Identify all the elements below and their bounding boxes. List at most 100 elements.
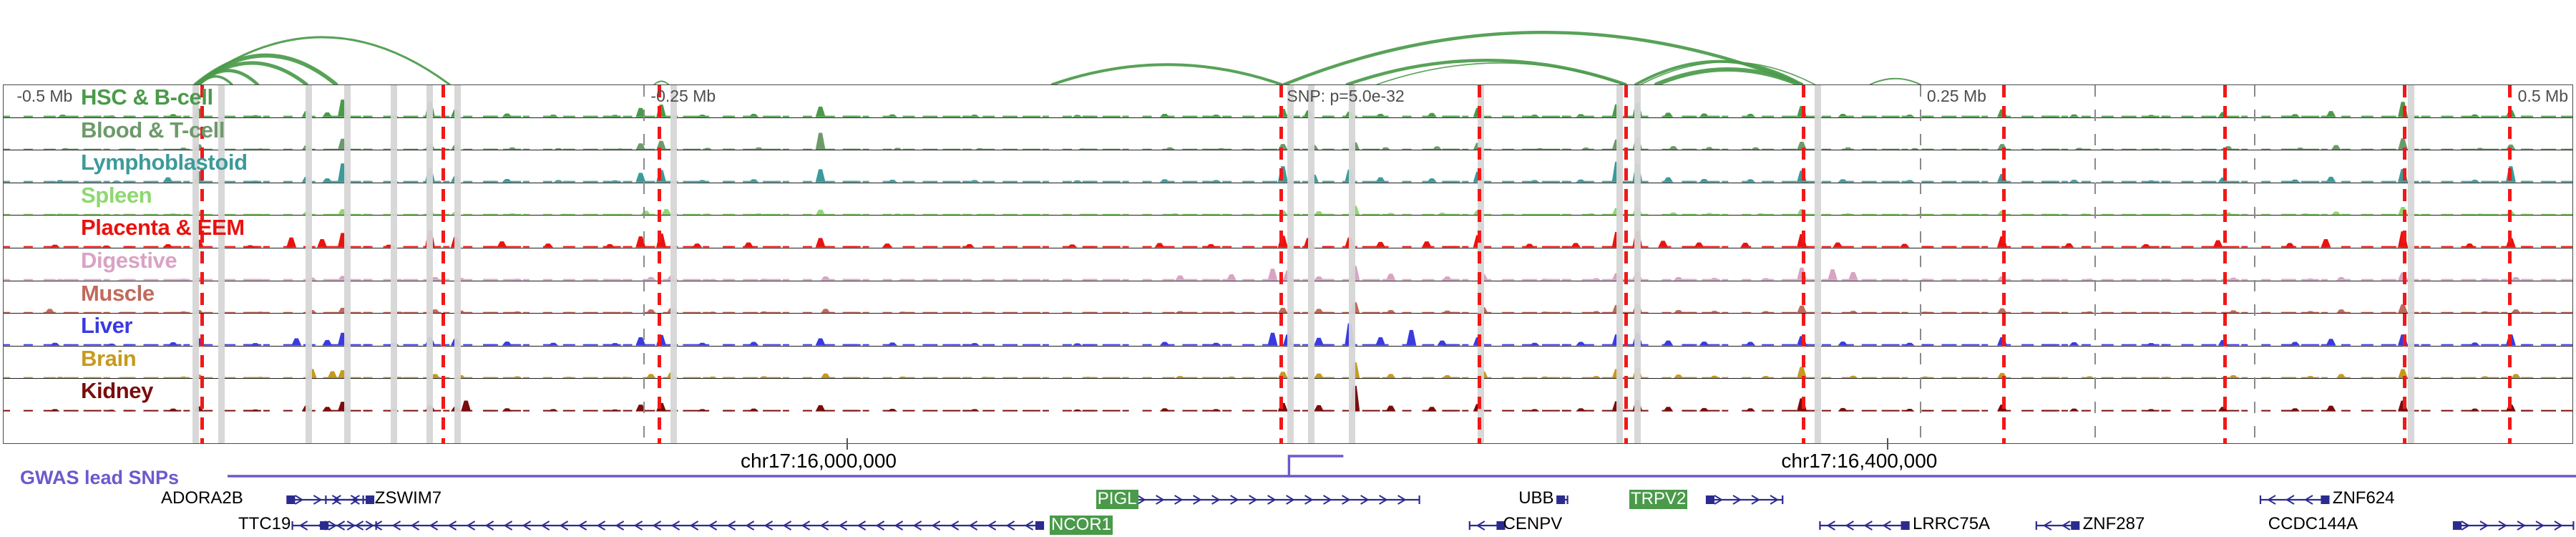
axis-tick-label: -0.5 Mb — [16, 87, 73, 105]
baseline-signal-tick — [782, 115, 789, 117]
baseline-signal-tick — [1542, 377, 1560, 379]
baseline-signal-tick — [1202, 115, 1209, 117]
baseline-signal-tick — [1821, 148, 1831, 150]
baseline-signal-tick — [243, 377, 261, 379]
gene-label-PIGL[interactable]: PIGL — [1096, 489, 1138, 509]
baseline-signal-tick — [1981, 279, 1989, 281]
baseline-signal-tick — [623, 410, 633, 412]
baseline-signal-tick — [483, 180, 499, 183]
baseline-signal-tick — [1542, 115, 1560, 117]
gene-label-CCDC144A[interactable]: CCDC144A — [2268, 514, 2358, 533]
baseline-signal-tick — [2061, 279, 2068, 281]
gene-label-ZNF624[interactable]: ZNF624 — [2332, 488, 2395, 508]
gene-model-CENPV — [1468, 521, 1506, 531]
baseline-signal-tick — [1542, 148, 1560, 150]
baseline-signal-tick — [223, 311, 236, 314]
baseline-signal-tick — [1262, 311, 1278, 314]
baseline-signal-tick — [962, 213, 972, 216]
baseline-signal-tick — [2321, 377, 2328, 379]
baseline-signal-tick — [1762, 410, 1775, 412]
baseline-signal-tick — [2461, 246, 2477, 248]
chromatin-loop-arc — [1654, 67, 1802, 84]
gene-label-UBB[interactable]: UBB — [1518, 488, 1554, 508]
baseline-signal-tick — [1342, 180, 1357, 183]
baseline-signal-tick — [283, 115, 293, 117]
gene-label-TTC19[interactable]: TTC19 — [238, 514, 291, 533]
signal-plot-digestive — [4, 248, 2572, 281]
baseline-signal-tick — [1861, 279, 1877, 281]
baseline-signal-tick — [1102, 279, 1121, 281]
baseline-signal-tick — [1482, 279, 1492, 281]
baseline-signal-tick — [2241, 377, 2248, 379]
baseline-signal-tick — [1662, 279, 1672, 281]
baseline-signal-tick — [2401, 115, 2408, 117]
baseline-signal-tick — [663, 213, 678, 216]
baseline-signal-tick — [463, 279, 473, 281]
baseline-signal-tick — [1802, 344, 1820, 346]
baseline-signal-tick — [602, 410, 621, 412]
chromatin-loop-arc — [1640, 61, 1815, 84]
baseline-signal-tick — [303, 311, 316, 314]
baseline-signal-tick — [23, 246, 33, 248]
baseline-signal-tick — [942, 279, 961, 281]
baseline-signal-tick — [1641, 410, 1649, 412]
baseline-signal-tick — [582, 279, 598, 281]
baseline-signal-tick — [343, 115, 361, 117]
track-label-lymphoblastoid: Lymphoblastoid — [81, 150, 248, 175]
baseline-signal-tick — [1782, 311, 1797, 314]
baseline-signal-tick — [1802, 377, 1820, 379]
baseline-signal-tick — [163, 344, 182, 346]
baseline-signal-tick — [643, 344, 655, 346]
gene-model-TRPV2 — [1705, 495, 1784, 505]
gene-label-ZSWIM7[interactable]: ZSWIM7 — [374, 488, 442, 508]
baseline-signal-tick — [2221, 213, 2240, 216]
gene-label-LRRC75A[interactable]: LRRC75A — [1913, 514, 1991, 533]
snp-pvalue-annotation: SNP: p=5.0e-32 — [1287, 87, 1405, 105]
baseline-signal-tick — [2041, 246, 2059, 248]
gene-label-ZNF287[interactable]: ZNF287 — [2082, 514, 2145, 533]
baseline-signal-tick — [663, 377, 678, 379]
baseline-signal-tick — [542, 410, 552, 412]
baseline-signal-tick — [2221, 377, 2240, 379]
baseline-signal-tick — [203, 410, 213, 412]
baseline-signal-tick — [982, 115, 995, 117]
track-row-brain: Brain — [4, 347, 2572, 379]
baseline-signal-tick — [2001, 213, 2011, 216]
baseline-signal-tick — [862, 180, 869, 183]
baseline-signal-tick — [403, 115, 419, 117]
baseline-signal-tick — [2021, 148, 2034, 150]
baseline-signal-tick — [1462, 148, 1469, 150]
baseline-signal-tick — [623, 180, 633, 183]
track-row-muscle: Muscle — [4, 281, 2572, 314]
baseline-signal-tick — [2161, 213, 2171, 216]
gene-label-TRPV2[interactable]: TRPV2 — [1629, 489, 1688, 509]
baseline-signal-tick — [1082, 410, 1098, 412]
baseline-signal-tick — [203, 148, 213, 150]
gene-label-ADORA2B[interactable]: ADORA2B — [161, 488, 243, 508]
baseline-signal-tick — [2121, 180, 2137, 183]
baseline-signal-tick — [982, 311, 995, 314]
baseline-signal-tick — [1841, 344, 1854, 346]
baseline-signal-tick — [942, 180, 961, 183]
baseline-signal-tick — [443, 213, 450, 216]
baseline-signal-tick — [1262, 344, 1278, 346]
gene-label-CENPV[interactable]: CENPV — [1503, 514, 1563, 533]
baseline-signal-tick — [1402, 213, 1412, 216]
baseline-signal-tick — [2001, 377, 2011, 379]
baseline-signal-tick — [2201, 246, 2217, 248]
baseline-signal-tick — [1502, 148, 1515, 150]
baseline-signal-tick — [1542, 344, 1560, 346]
baseline-signal-tick — [582, 344, 598, 346]
baseline-signal-tick — [1682, 148, 1697, 150]
baseline-signal-tick — [1402, 311, 1412, 314]
baseline-signal-tick — [1322, 311, 1335, 314]
baseline-signal-tick — [1382, 410, 1389, 412]
baseline-signal-tick — [2081, 311, 2091, 314]
baseline-signal-tick — [2501, 213, 2508, 216]
gene-label-NCOR1[interactable]: NCOR1 — [1050, 515, 1113, 535]
baseline-signal-tick — [602, 115, 610, 117]
baseline-signal-tick — [1023, 115, 1040, 117]
baseline-signal-tick — [1802, 311, 1808, 314]
baseline-signal-tick — [1981, 246, 1989, 248]
baseline-signal-tick — [1881, 311, 1900, 314]
